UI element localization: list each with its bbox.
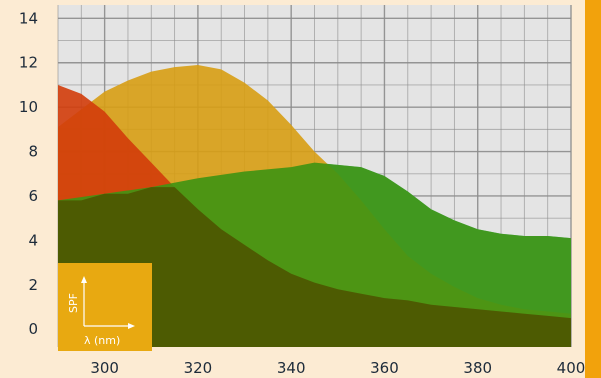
x-tick-label: 340 bbox=[277, 359, 306, 377]
y-tick-label: 4 bbox=[28, 231, 38, 249]
x-tick-label: 380 bbox=[463, 359, 492, 377]
overlap-dark-area bbox=[58, 187, 571, 347]
inset-background bbox=[58, 263, 152, 351]
y-tick-label: 0 bbox=[28, 320, 38, 338]
y-tick-label: 8 bbox=[28, 143, 38, 161]
tick-labels: 0 2 4 6 8 10 12 14 300 320 340 360 380 400 bbox=[19, 9, 585, 377]
x-tick-label: 400 bbox=[557, 359, 586, 377]
inset-axis-lines bbox=[83, 281, 128, 327]
x-tick-label: 300 bbox=[90, 359, 119, 377]
inset-xlabel: λ (nm) bbox=[84, 334, 120, 347]
inset-axes-legend: SPF λ (nm) bbox=[58, 263, 152, 351]
y-tick-label: 12 bbox=[19, 54, 38, 72]
right-accent-strip bbox=[585, 0, 601, 378]
y-tick-label: 2 bbox=[28, 276, 38, 294]
x-tick-label: 360 bbox=[370, 359, 399, 377]
data-areas bbox=[58, 64, 571, 347]
y-tick-label: 10 bbox=[19, 98, 38, 116]
inset-axis-arrowheads bbox=[81, 276, 135, 329]
x-tick-label: 320 bbox=[184, 359, 213, 377]
inset-ylabel: SPF bbox=[67, 293, 80, 313]
y-tick-label: 14 bbox=[19, 9, 38, 27]
y-tick-label: 6 bbox=[28, 187, 38, 205]
